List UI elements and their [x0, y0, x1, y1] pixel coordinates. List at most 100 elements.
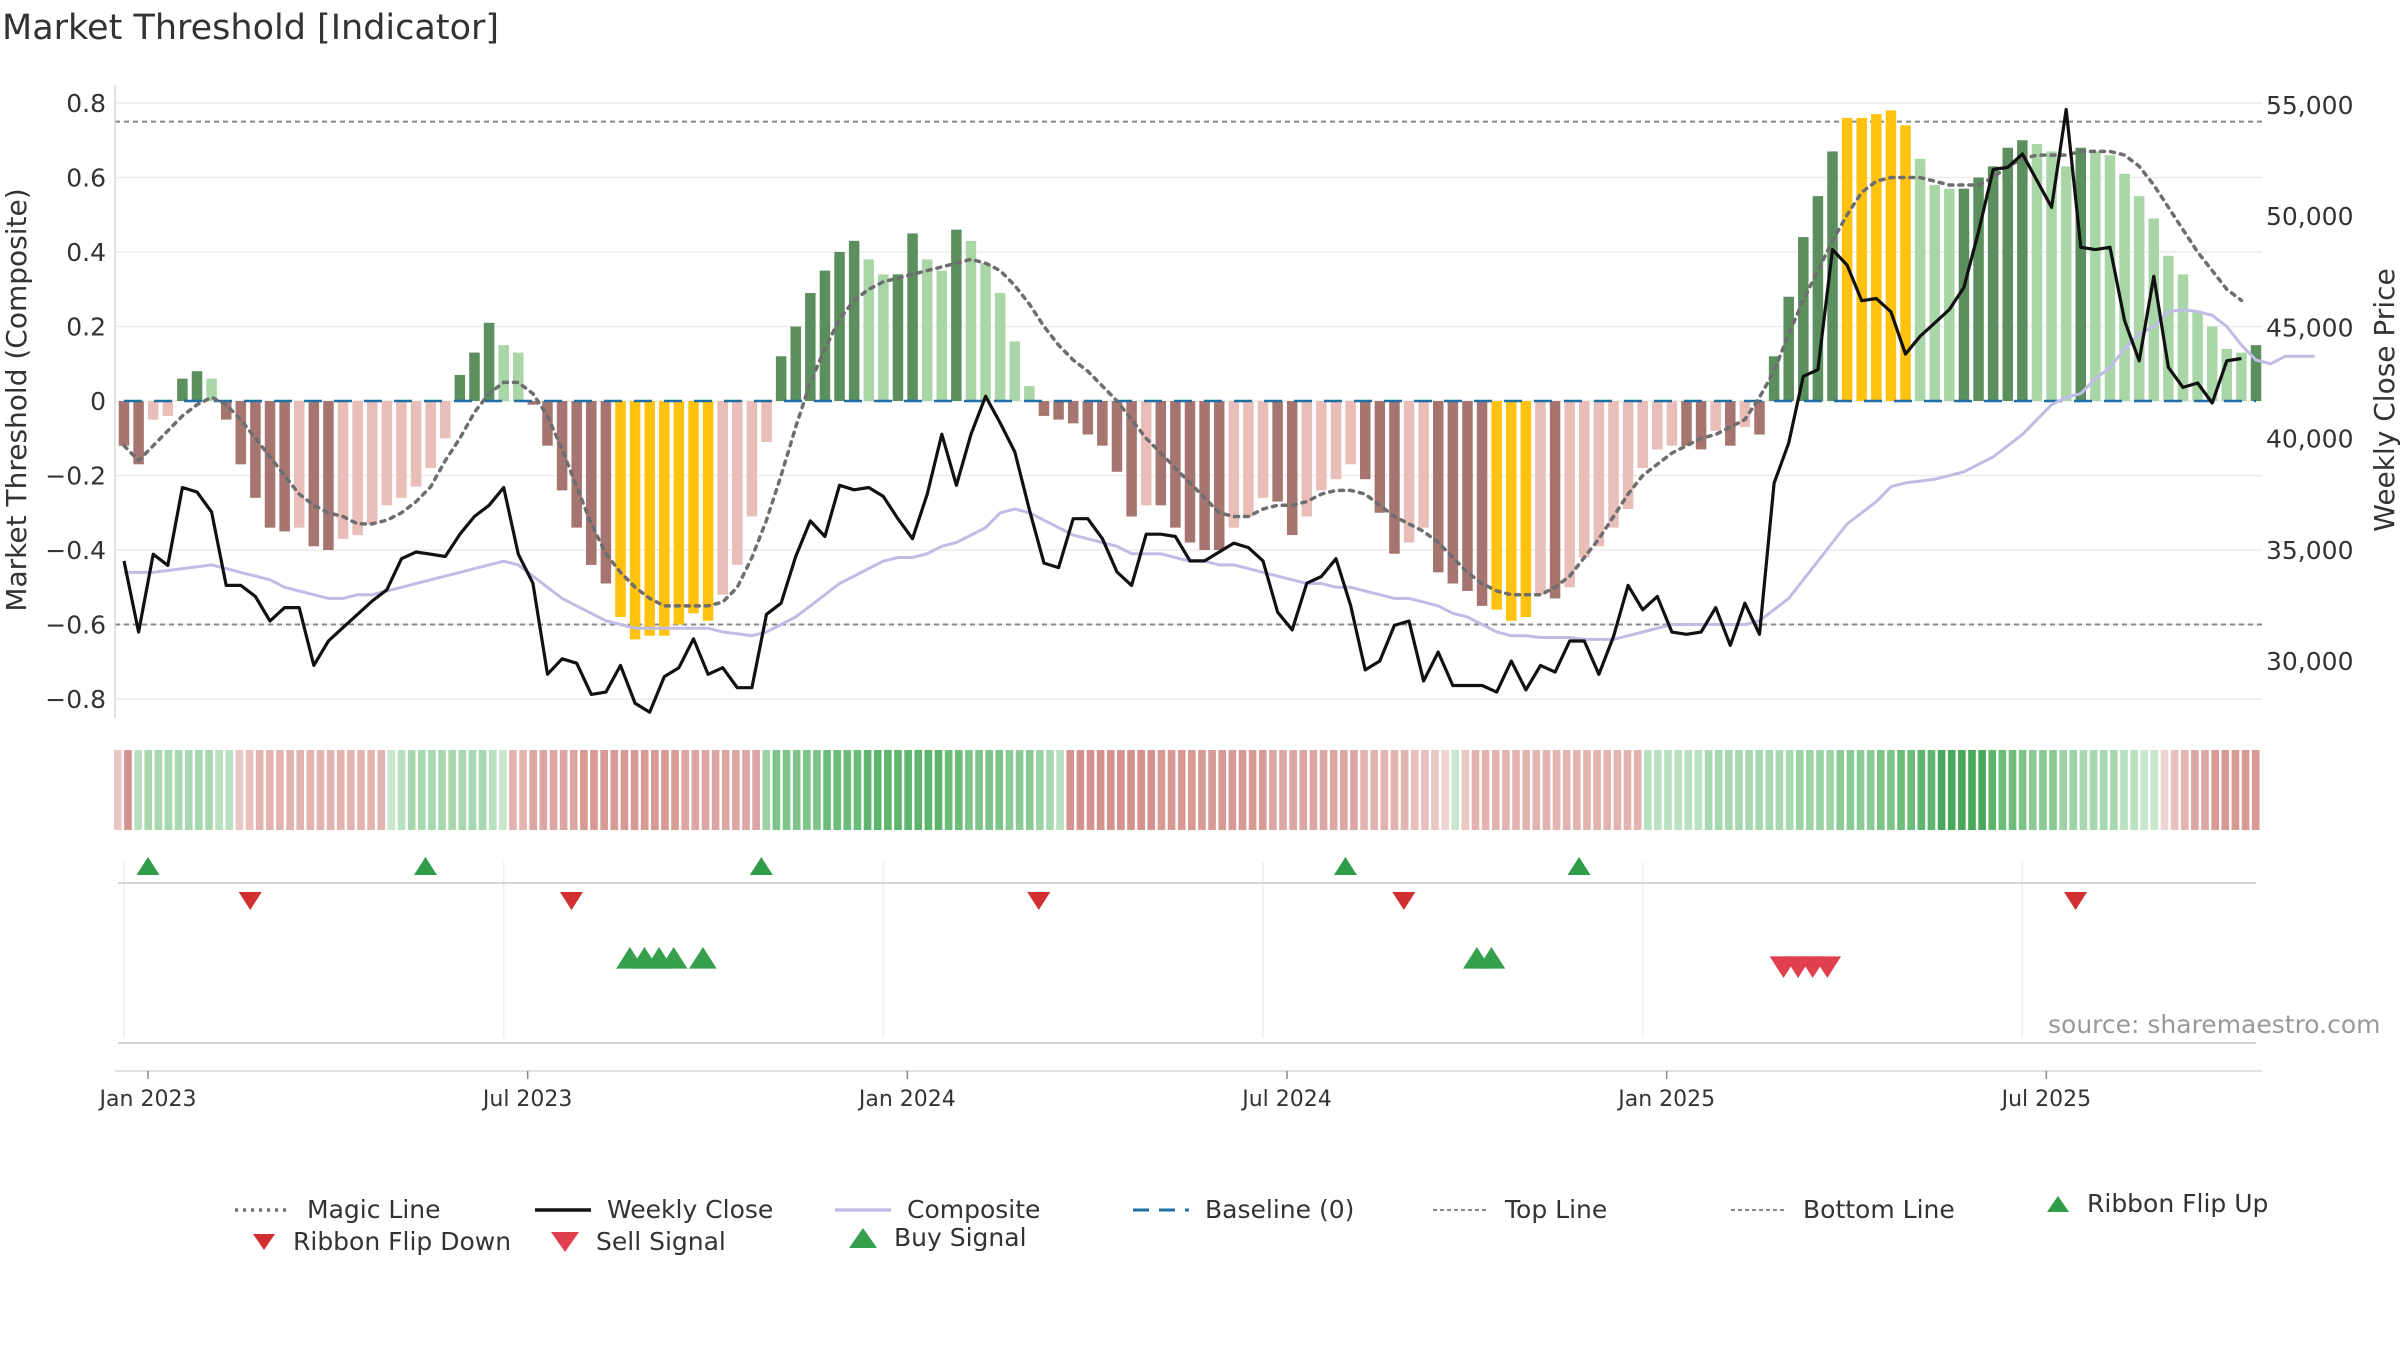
composite-bar [469, 352, 480, 401]
ribbon-segment [1005, 750, 1014, 830]
composite-bar [1462, 401, 1473, 591]
composite-bar [527, 401, 539, 405]
composite-bar [220, 401, 232, 420]
ribbon-segment [924, 750, 933, 830]
ribbon-segment [772, 750, 781, 830]
legend-label: Baseline (0) [1205, 1195, 1355, 1224]
legend-label: Bottom Line [1803, 1195, 1955, 1224]
x-tick-label: Jan 2025 [1616, 1087, 1715, 1112]
ribbon-segment [2170, 750, 2179, 830]
composite-bar [513, 352, 524, 401]
ribbon-segment [1167, 750, 1176, 830]
ribbon-segment [833, 750, 842, 830]
ribbon-segment [2069, 750, 2078, 830]
composite-bar [1739, 401, 1751, 428]
ribbon-segment [1076, 750, 1085, 830]
ribbon-segment [1036, 750, 1044, 830]
ribbon-segment [985, 750, 993, 830]
composite-bar [1053, 401, 1064, 420]
ribbon-segment [296, 750, 305, 830]
composite-bar [1506, 401, 1517, 621]
ribbon-segment [1643, 750, 1652, 830]
ribbon-segment [995, 750, 1004, 830]
ribbon-segment [944, 750, 953, 830]
composite-bar [1652, 401, 1663, 450]
composite-bar [2046, 151, 2057, 401]
composite-bar [1535, 401, 1546, 595]
composite-bar [498, 345, 509, 401]
ribbon-segment [1937, 750, 1946, 830]
composite-bar [206, 378, 217, 401]
ribbon-segment [347, 750, 355, 830]
ribbon-segment [2241, 750, 2250, 830]
ribbon-segment [640, 750, 649, 830]
ribbon-segment [1917, 750, 1926, 830]
ribbon-segment [1968, 750, 1976, 830]
ribbon-segment [468, 750, 477, 830]
composite-bar [1812, 196, 1824, 401]
triangle-down-icon [551, 1231, 579, 1252]
left-tick-label: −0.6 [45, 611, 106, 640]
ribbon-segment [1228, 750, 1237, 830]
x-tick-label: Jan 2023 [98, 1087, 197, 1112]
ribbon-segment [762, 750, 771, 830]
ribbon-segment [732, 750, 740, 830]
left-tick-label: 0.6 [66, 164, 106, 193]
ribbon-segment [965, 750, 973, 830]
lavender-line-icon [835, 1207, 891, 1212]
ribbon-segment [671, 750, 679, 830]
ribbon-segment [1765, 750, 1774, 830]
composite-bar [118, 401, 130, 446]
ribbon-segment [1258, 750, 1267, 830]
ribbon-segment [934, 750, 943, 830]
ribbon-segment [2008, 750, 2017, 830]
ribbon-segment [1299, 750, 1308, 830]
ribbon-segment [914, 750, 923, 830]
composite-bar [586, 401, 597, 565]
ribbon-segment [711, 750, 720, 830]
ribbon-segment [1806, 750, 1814, 830]
ribbon-segment [1350, 750, 1358, 830]
ribbon-segment [1066, 750, 1075, 830]
ribbon-segment [681, 750, 690, 830]
ribbon-segment [620, 750, 629, 830]
composite-bar [1914, 158, 1926, 401]
ribbon-segment [1086, 750, 1095, 830]
ribbon-segment [255, 750, 264, 830]
composite-line [124, 308, 2315, 641]
ribbon-segment [1248, 750, 1257, 830]
ribbon-segment [1137, 750, 1145, 830]
composite-bar [775, 356, 787, 401]
ribbon-segment [1714, 750, 1723, 830]
ribbon-segment [1269, 750, 1277, 830]
composite-bar [352, 401, 363, 536]
triangle-up-icon [2047, 1195, 2069, 1212]
dashed-line-icon [1133, 1208, 1189, 1211]
ribbon-segment [1603, 750, 1612, 830]
buy-signal-marker [659, 947, 688, 969]
composite-bar [1038, 401, 1050, 416]
triangle-up-icon [849, 1227, 877, 1248]
left-tick-label: 0.2 [66, 313, 106, 342]
composite-bar [1345, 401, 1356, 465]
composite-bar [2104, 155, 2116, 401]
composite-bar [1637, 401, 1648, 469]
composite-bar [1082, 401, 1094, 435]
composite-bar [279, 401, 290, 532]
ribbon-segment [2160, 750, 2169, 830]
ribbon-segment [873, 750, 882, 830]
composite-bar [1564, 401, 1575, 588]
ribbon-segment [195, 750, 203, 830]
ribbon-segment [1856, 750, 1865, 830]
ribbon-segment [1289, 750, 1297, 830]
composite-bar [1754, 401, 1765, 435]
composite-bar [951, 229, 962, 401]
composite-bar [1213, 401, 1225, 550]
ribbon-segment [1562, 750, 1571, 830]
composite-bar [425, 401, 436, 469]
legend-bottom-line: Bottom Line [1731, 1195, 1955, 1224]
ribbon-segment [1978, 750, 1986, 830]
ribbon-segment [2028, 750, 2037, 830]
left-axis-label: Market Threshold (Composite) [0, 188, 33, 611]
